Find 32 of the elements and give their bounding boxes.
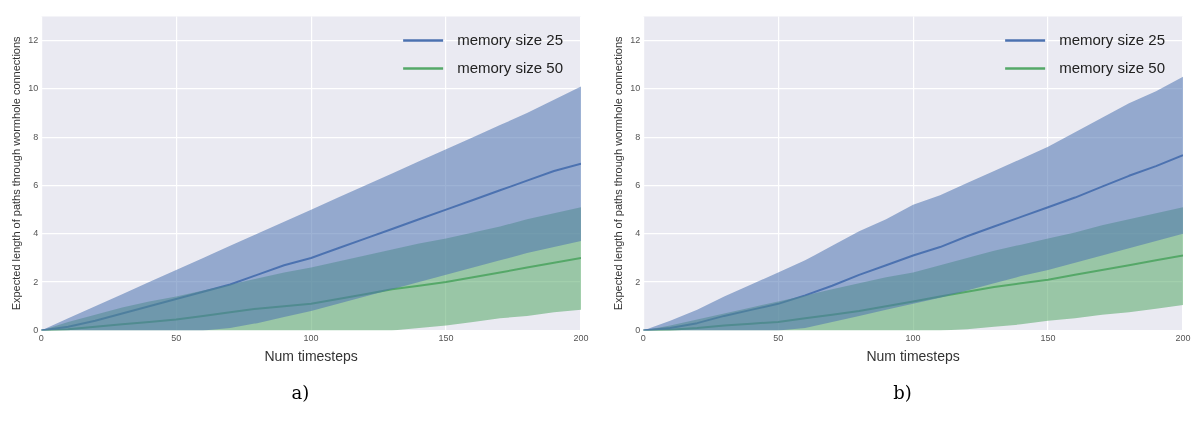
x-tick-label: 100 — [905, 333, 921, 344]
x-tick-label: 150 — [438, 333, 454, 344]
legend-label: memory size 25 — [1059, 30, 1166, 48]
x-tick-label: 50 — [171, 333, 182, 344]
y-tick-label: 10 — [28, 83, 39, 94]
y-tick-label: 6 — [635, 179, 641, 190]
y-tick-label: 0 — [635, 324, 641, 335]
text: a) — [290, 382, 311, 403]
x-tick-label: 150 — [1040, 333, 1056, 344]
legend-label: memory size 50 — [1059, 58, 1166, 76]
y-tick-label: 4 — [33, 228, 39, 239]
x-tick-label: 200 — [1175, 333, 1191, 344]
y-axis-title: Expected length of paths through wormhole connections — [9, 35, 22, 311]
x-axis-title: Num timesteps — [264, 348, 358, 365]
legend-label: memory size 25 — [457, 30, 564, 48]
y-tick-label: 6 — [33, 179, 39, 190]
x-tick-label: 50 — [773, 333, 784, 344]
y-tick-label: 12 — [630, 35, 641, 46]
x-axis-title: Num timesteps — [866, 348, 960, 365]
y-tick-label: 2 — [33, 276, 39, 287]
legend-label: memory size 50 — [457, 58, 564, 76]
y-tick-label: 8 — [33, 131, 39, 142]
y-tick-label: 2 — [635, 276, 641, 287]
x-tick-label: 100 — [303, 333, 319, 344]
x-tick-label: 200 — [573, 333, 589, 344]
y-tick-label: 12 — [28, 35, 39, 46]
y-tick-label: 10 — [630, 83, 641, 94]
text: b) — [892, 382, 913, 403]
y-tick-label: 4 — [635, 228, 641, 239]
y-tick-label: 0 — [33, 324, 39, 335]
y-axis-title: Expected length of paths through wormhole connections — [611, 35, 624, 311]
y-tick-label: 8 — [635, 131, 641, 142]
